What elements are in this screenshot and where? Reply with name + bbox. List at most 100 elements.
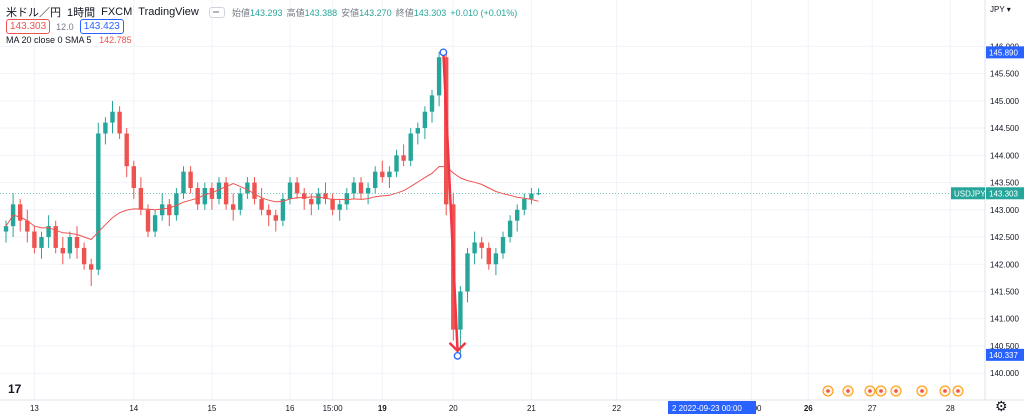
collapse-toggle-icon[interactable] <box>208 6 225 18</box>
candle-body <box>46 226 51 238</box>
ma-line <box>5 165 539 241</box>
gear-icon[interactable]: ⚙ <box>995 398 1008 414</box>
candle-body <box>202 187 207 205</box>
y-tick-label: 141.500 <box>990 287 1019 296</box>
date-highlight-bg <box>668 401 756 414</box>
ohlc-values: 始値143.293 高値143.388 安値143.270 終値143.303 +0.0… <box>232 6 521 19</box>
y-tick-label: 142.500 <box>990 233 1019 242</box>
low-price-tag-bg <box>986 348 1024 361</box>
candle-body <box>181 171 186 194</box>
event-dot <box>894 389 898 393</box>
candle-body <box>515 209 520 221</box>
spread-value: 12.0 <box>56 21 74 32</box>
event-dot <box>879 389 883 393</box>
candle-body <box>316 193 321 205</box>
economic-events[interactable] <box>822 385 964 397</box>
trend-drawing[interactable] <box>439 48 467 360</box>
candle-body <box>96 133 101 270</box>
candle-body <box>323 193 328 199</box>
candle-body <box>373 171 378 188</box>
candle-body <box>152 215 158 232</box>
candle-body <box>507 220 513 238</box>
candle-body <box>365 187 371 194</box>
candle-body <box>188 171 193 188</box>
low-price-tag: 140.337 <box>989 351 1018 360</box>
candle-body <box>18 204 23 221</box>
high-handle <box>439 48 448 57</box>
candle-body <box>479 242 484 248</box>
tradingview-logo[interactable]: 17 <box>8 382 22 396</box>
candle-body <box>436 57 442 96</box>
x-tick-label: 14 <box>129 404 138 413</box>
candle-body <box>493 253 499 265</box>
event-dot <box>826 389 830 393</box>
x-tick-label: 20 <box>449 404 458 413</box>
price-axis[interactable]: 140.000 140.500 141.000 141.500 142.000 142.5… <box>990 42 1019 378</box>
symbol-tag-bg <box>951 187 985 200</box>
candle-body <box>209 187 215 199</box>
candle-body <box>522 198 527 210</box>
x-tick-label: 27 <box>868 404 877 413</box>
x-tick-label: 26 <box>804 404 813 413</box>
buy-price-button[interactable]: 143.423 <box>79 19 124 34</box>
x-tick-label: 13 <box>30 404 39 413</box>
candle-body <box>287 182 293 199</box>
candle-body <box>67 237 73 254</box>
x-tick-label: 28 <box>946 404 955 413</box>
high-price-tag-bg <box>986 46 1024 59</box>
candle-body <box>81 247 87 265</box>
y-tick-label: 145.500 <box>990 70 1019 79</box>
trade-buttons: 143.303 12.0 143.423 <box>6 19 124 34</box>
ohlc-value: 143.293 <box>250 8 283 18</box>
candle-body <box>259 198 264 210</box>
candle-body <box>351 182 357 194</box>
symbol-name[interactable]: 米ドル／円 <box>6 7 61 19</box>
x-tick-label: 22 <box>612 404 621 413</box>
event-dot <box>868 389 872 393</box>
interval-label[interactable]: 1時間 <box>67 7 96 19</box>
x-tick-label: 21 <box>527 404 536 413</box>
sell-price-button[interactable]: 143.303 <box>6 19 51 34</box>
candle-body <box>195 187 200 205</box>
candle-body <box>387 171 392 178</box>
candle-body <box>53 226 58 248</box>
x-tick-label: 16 <box>286 404 295 413</box>
candle-body <box>60 247 65 254</box>
ohlc-value: 143.388 <box>304 8 338 18</box>
candle-body <box>174 193 179 216</box>
candle-body <box>110 111 115 123</box>
candle-body <box>408 133 413 161</box>
candle-body <box>167 204 172 216</box>
candle-body <box>131 166 136 188</box>
currency-selector[interactable]: JPY ▾ <box>990 5 1011 14</box>
ma-legend-label: MA 20 close 0 SMA 5 <box>6 35 92 45</box>
candles <box>3 51 541 355</box>
last-price-tag: 143.303 <box>989 189 1018 198</box>
last-price-tag-bg <box>986 187 1024 200</box>
candle-body <box>344 193 349 205</box>
candle-body <box>216 182 222 199</box>
ohlc-label: 安値 <box>341 8 360 18</box>
candle-body <box>394 155 399 172</box>
candle-body <box>415 128 420 134</box>
candle-body <box>422 111 428 129</box>
candle-body <box>536 193 541 195</box>
x-tick-label: 15 <box>207 404 216 413</box>
ohlc-value: 143.270 <box>359 8 392 18</box>
grid <box>0 0 985 400</box>
candle-body <box>32 231 37 248</box>
ma-legend[interactable]: MA 20 close 0 SMA 5 142.785 <box>6 35 132 45</box>
y-tick-label: 142.000 <box>990 260 1019 269</box>
candle-body <box>138 187 144 210</box>
candle-body <box>238 193 243 210</box>
event-dot <box>956 389 960 393</box>
candle-body <box>280 198 286 221</box>
candle-body <box>529 193 534 199</box>
candle-body <box>117 111 122 134</box>
candle-body <box>358 182 364 194</box>
date-highlight: 2 2022-09-23 00:00 <box>672 404 742 413</box>
candle-body <box>103 122 108 134</box>
candle-body <box>245 182 250 194</box>
